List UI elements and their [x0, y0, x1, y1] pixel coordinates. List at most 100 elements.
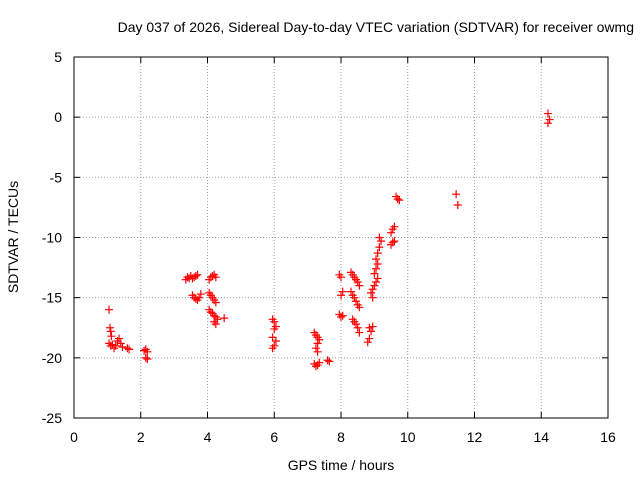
data-point: [140, 346, 149, 355]
data-point: [387, 228, 396, 237]
data-point: [118, 343, 127, 352]
data-point: [315, 358, 324, 367]
data-point: [353, 278, 362, 287]
data-point: [373, 249, 382, 258]
data-point: [395, 196, 404, 205]
data-point: [141, 353, 150, 362]
data-point: [375, 233, 384, 242]
data-point: [338, 311, 347, 320]
data-point: [355, 303, 364, 312]
data-point: [206, 308, 215, 317]
data-point: [211, 320, 220, 329]
x-tick-label: 12: [467, 429, 483, 445]
data-point: [270, 324, 279, 333]
data-point: [271, 336, 280, 345]
data-point: [453, 201, 462, 210]
data-point: [365, 334, 374, 343]
y-tick-label: -5: [50, 169, 63, 185]
data-point: [363, 338, 372, 347]
data-point: [196, 290, 205, 299]
series-sdtvar: [105, 109, 554, 371]
data-point: [106, 323, 115, 332]
data-point: [355, 328, 364, 337]
data-point: [372, 264, 381, 273]
data-point: [183, 273, 192, 282]
data-point: [545, 115, 554, 124]
y-axis-label: SDTVAR / TECUs: [5, 181, 21, 293]
data-point: [268, 344, 277, 353]
data-point: [313, 339, 322, 348]
data-point: [116, 339, 125, 348]
x-tick-label: 4: [204, 429, 212, 445]
data-point: [373, 259, 382, 268]
x-tick-label: 8: [337, 429, 345, 445]
x-tick-label: 0: [70, 429, 78, 445]
y-axis: 5 0 -5 -10 -15 -20 -25: [42, 49, 608, 426]
x-tick-label: 10: [400, 429, 416, 445]
data-point: [338, 287, 347, 296]
data-point: [370, 281, 379, 290]
data-point: [325, 357, 334, 366]
chart-title: Day 037 of 2026, Sidereal Day-to-day VTE…: [118, 19, 634, 35]
data-point: [337, 312, 345, 321]
data-point: [368, 322, 377, 331]
data-point: [390, 222, 399, 231]
data-point: [372, 278, 381, 287]
data-point: [107, 332, 116, 341]
data-point: [365, 323, 374, 332]
y-tick-label: 5: [54, 49, 62, 65]
data-point: [195, 293, 204, 302]
data-point: [268, 333, 277, 342]
data-point: [375, 243, 384, 252]
data-point: [311, 344, 320, 353]
data-point: [350, 293, 359, 302]
y-tick-label: -15: [42, 290, 62, 306]
data-point: [393, 194, 402, 203]
data-point: [193, 270, 202, 279]
data-point: [143, 355, 152, 364]
data-point: [211, 298, 220, 307]
data-point: [211, 273, 220, 282]
data-point: [352, 320, 361, 329]
y-tick-label: -10: [42, 230, 62, 246]
data-point: [367, 327, 376, 336]
data-point: [270, 317, 279, 326]
y-tick-label: 0: [54, 109, 62, 125]
data-point: [390, 237, 399, 246]
data-point: [368, 293, 377, 302]
data-point: [313, 347, 322, 356]
data-point: [143, 347, 152, 356]
data-point: [108, 340, 117, 349]
data-point: [220, 314, 229, 323]
data-point: [191, 294, 200, 303]
data-point: [191, 272, 200, 281]
data-point: [452, 190, 461, 199]
data-point: [337, 273, 345, 282]
data-point: [311, 362, 320, 371]
x-tick-label: 2: [137, 429, 145, 445]
data-point: [347, 287, 356, 296]
x-tick-label: 14: [533, 429, 549, 445]
data-point: [323, 356, 332, 365]
data-point: [388, 238, 397, 247]
y-tick-label: -25: [42, 410, 62, 426]
y-tick-label: -20: [42, 350, 62, 366]
data-point: [115, 334, 124, 343]
data-point: [355, 281, 364, 290]
data-point: [377, 237, 386, 246]
data-point: [370, 269, 379, 278]
data-point: [368, 285, 377, 294]
data-point: [353, 323, 362, 332]
data-point: [315, 335, 324, 344]
data-point: [543, 119, 552, 128]
data-point: [352, 297, 361, 306]
data-point: [208, 272, 217, 281]
x-axis: 0 2 4 6 8 10 12 14 16: [70, 57, 616, 445]
data-point: [123, 344, 132, 353]
data-point: [111, 341, 120, 350]
data-point: [337, 291, 345, 300]
data-point: [106, 327, 115, 336]
data-point: [367, 288, 376, 297]
x-axis-label: GPS time / hours: [288, 457, 395, 473]
